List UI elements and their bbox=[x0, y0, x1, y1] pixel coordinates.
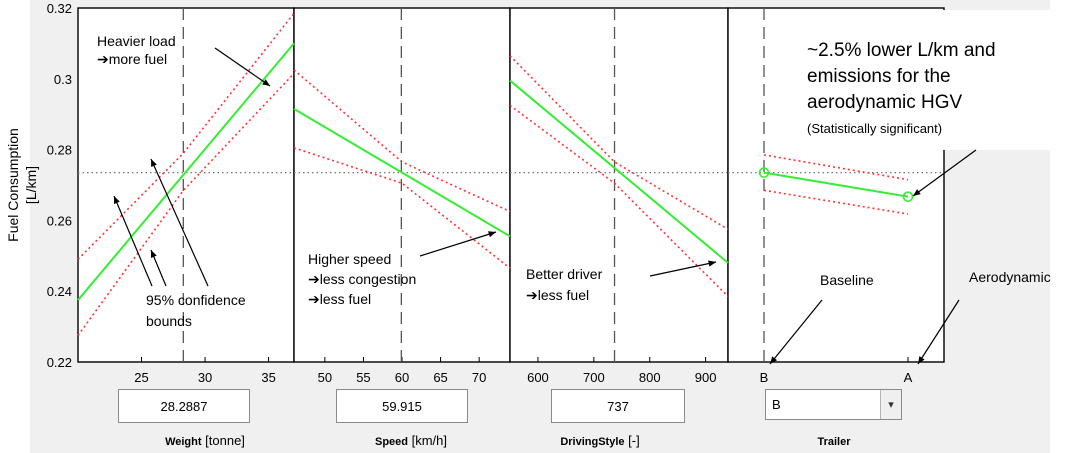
drivingstyle-axis-name: DrivingStyle [-] bbox=[560, 433, 639, 448]
speed-axis-name: Speed [km/h] bbox=[375, 433, 447, 448]
arrow-heavier-load bbox=[214, 47, 271, 87]
arrow-better-driver bbox=[649, 261, 717, 277]
marks-layer bbox=[77, 8, 944, 362]
trailer-select-value: B bbox=[772, 397, 781, 412]
x-tick-label: 600 bbox=[527, 370, 549, 385]
annotation-confidence-bounds-line: 95% confidence bbox=[146, 292, 246, 308]
weight-axis-label: Weight bbox=[165, 436, 202, 448]
annotation-baseline: Baseline bbox=[820, 272, 874, 288]
speed-axis-unit: [km/h] bbox=[411, 433, 448, 448]
annotation-significance: (Statistically significant) bbox=[807, 121, 942, 136]
drivingstyle-axis-label: DrivingStyle bbox=[560, 436, 625, 448]
arrow-heavier-load-head bbox=[262, 79, 270, 86]
confidence-bound-lower bbox=[293, 147, 511, 269]
x-tick-label: 55 bbox=[356, 370, 370, 385]
arrow-aero-result-head bbox=[913, 189, 921, 196]
weight-axis-name: Weight [tonne] bbox=[165, 433, 245, 448]
arrow-baseline bbox=[769, 299, 823, 365]
panel-weight-frame bbox=[77, 7, 295, 363]
annotation-aero-result-line: ~2.5% lower L/km and bbox=[807, 40, 996, 61]
speed-axis-label: Speed bbox=[374, 436, 408, 448]
arrow-confidence-lower-head bbox=[150, 250, 157, 258]
speed-value-field[interactable]: 59.915 bbox=[336, 389, 468, 423]
trailer-axis-name: Trailer bbox=[817, 433, 850, 448]
annotation-better-driver-line: ➔less fuel bbox=[526, 287, 589, 303]
arrow-better-driver-head bbox=[708, 260, 716, 267]
drivingstyle-axis-unit: [-] bbox=[628, 433, 640, 448]
annotation-heavier-load-line: ➔more fuel bbox=[97, 51, 167, 67]
category-point bbox=[902, 191, 914, 202]
x-tick-label: 25 bbox=[134, 370, 148, 385]
x-tick-label: B bbox=[760, 370, 769, 385]
trailer-axis-label: Trailer bbox=[817, 436, 851, 448]
x-tick-label: 65 bbox=[433, 370, 447, 385]
arrow-higher-speed bbox=[419, 231, 497, 257]
x-tick-label: 700 bbox=[583, 370, 605, 385]
annotation-aero-result-line: aerodynamic HGV bbox=[807, 92, 963, 113]
annotation-heavier-load: Heavier load ➔more fuel bbox=[97, 33, 176, 67]
x-tick-label: 50 bbox=[318, 370, 332, 385]
fit-line-trailer bbox=[763, 171, 909, 198]
x-tick-label: 900 bbox=[695, 370, 717, 385]
confidence-bound-lower bbox=[77, 72, 295, 336]
y-axis-label-line: Fuel Consumption bbox=[5, 128, 21, 242]
arrow-confidence-upper bbox=[113, 195, 153, 287]
annotation-confidence-bounds-line: bounds bbox=[146, 313, 192, 329]
arrow-aerodynamic bbox=[917, 299, 960, 365]
annotations-layer: Heavier load ➔more fuel 95% confidence boun… bbox=[97, 10, 1076, 365]
annotation-higher-speed-line: ➔less congestion bbox=[308, 271, 416, 287]
confidence-bound-lower bbox=[509, 104, 729, 298]
confidence-bound-upper bbox=[293, 69, 511, 213]
annotation-aero-result: ~2.5% lower L/km and emissions for the aer… bbox=[807, 40, 996, 113]
trailer-select[interactable]: B ▾ bbox=[765, 389, 902, 420]
y-tick-label: 0.26 bbox=[47, 213, 72, 228]
fit-line-weight bbox=[77, 42, 295, 301]
annotation-aero-result-line: emissions for the bbox=[807, 66, 951, 87]
arrow-confidence-fit bbox=[150, 158, 209, 287]
category-point bbox=[758, 167, 770, 178]
result-callout-box bbox=[790, 10, 1076, 150]
x-tick-label: 35 bbox=[261, 370, 275, 385]
chevron-down-icon[interactable]: ▾ bbox=[880, 390, 901, 419]
arrow-aero-result bbox=[912, 149, 977, 197]
x-tick-label: 60 bbox=[395, 370, 409, 385]
annotation-higher-speed: Higher speed ➔less congestion ➔less fuel bbox=[308, 251, 416, 307]
y-axis-label-line: [L/km] bbox=[23, 166, 39, 204]
y-tick-label: 0.3 bbox=[54, 72, 72, 87]
annotation-higher-speed-line: ➔less fuel bbox=[308, 291, 371, 307]
annotation-better-driver: Better driver ➔less fuel bbox=[526, 266, 603, 303]
y-axis-label: Fuel Consumption [L/km] bbox=[5, 128, 39, 242]
y-tick-label: 0.32 bbox=[47, 1, 72, 16]
drivingstyle-value-field[interactable]: 737 bbox=[551, 389, 685, 423]
confidence-bound-upper bbox=[763, 154, 909, 181]
arrow-higher-speed-head bbox=[488, 231, 496, 238]
annotation-higher-speed-line: Higher speed bbox=[308, 251, 391, 267]
arrow-baseline-head bbox=[770, 356, 778, 364]
fit-line-speed bbox=[293, 108, 511, 238]
arrow-confidence-fit-head bbox=[151, 159, 157, 167]
fit-line-drivingstyle bbox=[509, 79, 729, 264]
panel-speed-frame bbox=[293, 7, 511, 363]
annotation-heavier-load-line: Heavier load bbox=[97, 33, 176, 49]
y-tick-label: 0.28 bbox=[47, 143, 72, 158]
annotation-better-driver-line: Better driver bbox=[526, 266, 603, 282]
x-tick-label: 70 bbox=[472, 370, 486, 385]
annotation-confidence-bounds: 95% confidence bounds bbox=[146, 292, 246, 329]
x-tick-label: 30 bbox=[198, 370, 212, 385]
panel-drivingstyle-frame bbox=[509, 7, 729, 363]
weight-axis-unit: [tonne] bbox=[205, 433, 245, 448]
annotation-aerodynamic: Aerodynamic bbox=[969, 269, 1051, 285]
x-tick-label: 800 bbox=[639, 370, 661, 385]
arrow-confidence-upper-head bbox=[113, 196, 120, 204]
confidence-bound-upper bbox=[509, 55, 729, 230]
y-tick-label: 0.24 bbox=[47, 284, 72, 299]
weight-value-field[interactable]: 28.2887 bbox=[118, 389, 250, 423]
x-tick-label: A bbox=[904, 370, 913, 385]
arrow-aerodynamic-head bbox=[918, 356, 925, 364]
y-tick-label: 0.22 bbox=[47, 355, 72, 370]
confidence-bound-lower bbox=[763, 189, 909, 215]
